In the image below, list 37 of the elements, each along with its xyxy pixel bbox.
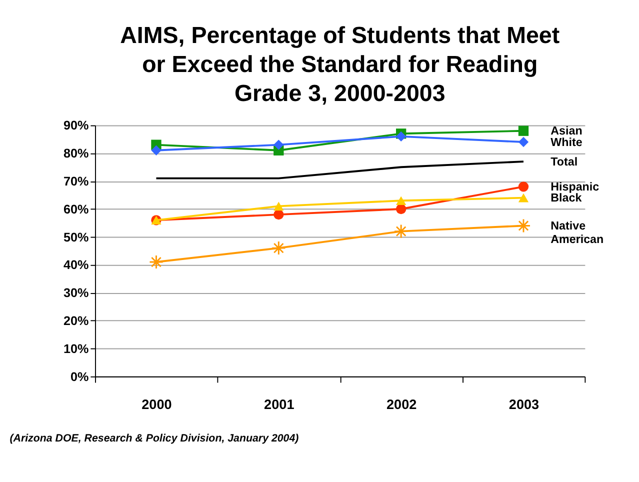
- point: [396, 204, 406, 214]
- text: Total: [550, 155, 578, 168]
- y-tick-label: 20%: [64, 314, 89, 328]
- x-tick-label: 2003: [508, 396, 540, 412]
- point: [151, 145, 162, 156]
- y-tick-label: 70%: [64, 174, 89, 188]
- point: [271, 240, 286, 256]
- point: [516, 218, 531, 233]
- y-tick-label: 40%: [64, 258, 89, 272]
- point: [394, 224, 408, 239]
- point: [274, 202, 284, 211]
- x-tick-label: 2000: [142, 396, 172, 412]
- point: [518, 193, 529, 202]
- x-tick-label: 2002: [386, 396, 417, 412]
- y-tick-label: 60%: [64, 202, 89, 216]
- point: [396, 131, 406, 142]
- y-tick-label: 10%: [64, 342, 89, 356]
- y-tick-label: 30%: [64, 286, 89, 300]
- series-label: Black: [550, 192, 582, 205]
- point: [518, 136, 529, 148]
- x-tick-label: 2001: [264, 396, 295, 412]
- text: (Arizona DOE, Research & Policy Division, January 2004): [10, 432, 300, 444]
- point: [396, 196, 406, 206]
- point: [274, 209, 284, 220]
- point: [149, 254, 164, 270]
- chart-title: AIMS, Percentage of Students that Meet or Exceed the Standard for Reading Grade 3, 2000-2003: [120, 22, 560, 106]
- point: [518, 126, 529, 136]
- y-tick-label: 80%: [64, 146, 89, 161]
- series-label: White: [550, 136, 583, 149]
- y-tick-label: 50%: [64, 230, 89, 244]
- point: [518, 182, 529, 192]
- series-label: Native American: [550, 220, 604, 246]
- y-tick-label: 90%: [64, 118, 89, 133]
- series-label: Hispanic: [550, 180, 600, 194]
- series-label: Asian: [550, 124, 582, 138]
- point: [274, 140, 284, 150]
- y-tick-label: 0%: [70, 370, 89, 384]
